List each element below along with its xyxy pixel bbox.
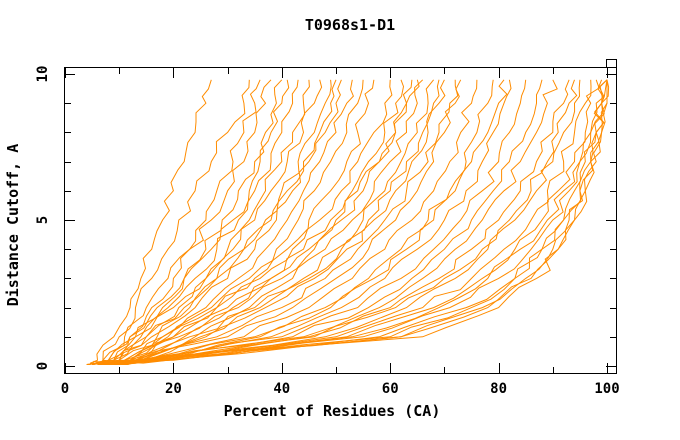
gdt-curve bbox=[92, 79, 272, 365]
gdt-curve bbox=[108, 79, 605, 365]
x-tick-label: 100 bbox=[594, 381, 619, 397]
gdt-curve bbox=[97, 79, 310, 365]
x-tick-label: 80 bbox=[490, 381, 507, 397]
gdt-curve bbox=[91, 79, 337, 365]
x-tick-label: 20 bbox=[165, 381, 182, 397]
gdt-curve bbox=[97, 79, 364, 365]
x-tick-label: 0 bbox=[61, 381, 69, 397]
x-tick-label: 60 bbox=[382, 381, 399, 397]
gdt-curve bbox=[96, 79, 283, 365]
frame-border bbox=[64, 67, 617, 374]
gdt-curve bbox=[102, 79, 434, 365]
gdt-curve bbox=[108, 79, 543, 365]
gdt-curve bbox=[97, 79, 459, 365]
gdt-curve bbox=[108, 79, 581, 365]
gdt-curve bbox=[86, 79, 608, 365]
gdt-curve bbox=[108, 79, 424, 365]
x-axis-label: Percent of Residues (CA) bbox=[224, 402, 441, 420]
gdt-curve bbox=[102, 79, 478, 365]
curves-layer bbox=[86, 79, 610, 365]
gdt-curve bbox=[97, 79, 494, 365]
y-tick-label: 10 bbox=[35, 66, 51, 83]
gdt-curve bbox=[102, 79, 375, 365]
plot-frame bbox=[64, 59, 617, 374]
ticks-layer bbox=[65, 68, 616, 373]
gdt-curve bbox=[97, 79, 608, 365]
chart-title: T0968s1-D1 bbox=[305, 16, 395, 34]
y-axis-label: Distance Cutoff, A bbox=[4, 144, 22, 307]
gdt-curve bbox=[102, 79, 610, 365]
gdt-curve bbox=[108, 79, 405, 365]
y-tick-label: 0 bbox=[35, 362, 51, 370]
x-tick-label: 40 bbox=[273, 381, 290, 397]
gdt-curve bbox=[102, 79, 558, 365]
gdt-curve bbox=[89, 79, 212, 365]
gdt-curve bbox=[91, 79, 420, 365]
tick-labels-layer: 0 20 40 60 80 100 0 5 10 bbox=[35, 66, 620, 397]
gdt-curve bbox=[97, 79, 250, 365]
gdt-curve bbox=[91, 79, 299, 365]
gdt-curve bbox=[102, 79, 354, 365]
gdt-curve bbox=[86, 79, 290, 365]
frame-notch bbox=[606, 59, 617, 68]
gdt-curve bbox=[102, 79, 592, 365]
y-tick-label: 5 bbox=[35, 216, 51, 224]
gdt-curve bbox=[92, 79, 393, 365]
gdt-curve bbox=[108, 79, 440, 365]
gdt-curve bbox=[97, 79, 342, 365]
gdt-curve bbox=[108, 79, 446, 365]
gdt-curve bbox=[92, 79, 462, 365]
gdt-curve bbox=[102, 79, 578, 365]
gdt-curve bbox=[86, 79, 323, 365]
gdt-curve bbox=[108, 79, 508, 365]
gdt-curve bbox=[97, 79, 600, 365]
gdt-curve bbox=[97, 79, 527, 365]
gdt-curve bbox=[102, 79, 332, 365]
